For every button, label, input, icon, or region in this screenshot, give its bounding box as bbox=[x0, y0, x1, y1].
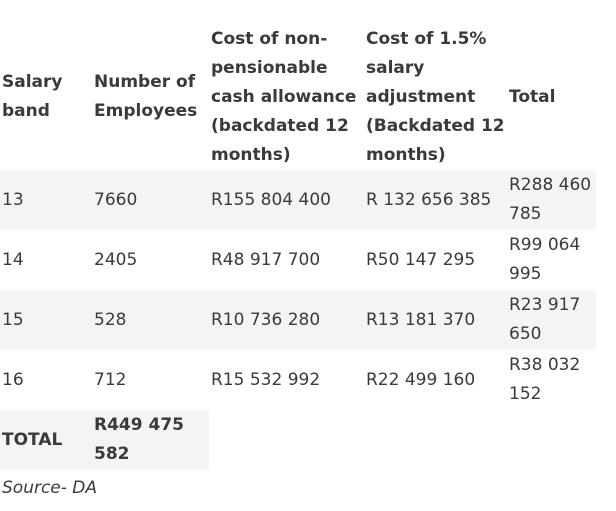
cell-salary-adjustment: R22 499 160 bbox=[366, 369, 476, 390]
source-note: Source- DA bbox=[2, 478, 98, 498]
table-row: 15 528 R10 736 280 R13 181 370 R23 917 6… bbox=[0, 290, 596, 350]
total-row: TOTAL R449 475 582 bbox=[0, 410, 596, 470]
cell-cash-allowance: R15 532 992 bbox=[211, 369, 321, 390]
header-row: Salary band Number of Employees Cost of … bbox=[0, 24, 596, 170]
table-row: 14 2405 R48 917 700 R50 147 295 R99 064 … bbox=[0, 230, 596, 290]
header-cash-allowance-cost: Cost of non-pensionable cash allowance (… bbox=[211, 28, 357, 165]
cell-total: R99 064 995 bbox=[509, 235, 581, 284]
header-salary-adjustment-cost: Cost of 1.5% salary adjustment (Backdate… bbox=[366, 28, 505, 165]
cell-employees: 7660 bbox=[92, 170, 209, 230]
salary-cost-table: Salary band Number of Employees Cost of … bbox=[0, 24, 596, 470]
cell-salary-band: 13 bbox=[0, 170, 92, 230]
cell-cash-allowance: R48 917 700 bbox=[211, 249, 321, 270]
cell-employees: 528 bbox=[92, 290, 209, 350]
total-value: R449 475 582 bbox=[92, 410, 209, 470]
header-salary-band: Salary band bbox=[2, 72, 63, 121]
cell-total: R23 917 650 bbox=[507, 290, 596, 350]
header-number-of-employees: Number of Employees bbox=[94, 72, 198, 121]
cell-employees: 712 bbox=[94, 369, 127, 390]
table-row: 13 7660 R155 804 400 R 132 656 385 R288 … bbox=[0, 170, 596, 230]
cell-salary-adjustment: R50 147 295 bbox=[366, 249, 476, 270]
empty-cell bbox=[364, 410, 507, 470]
cell-salary-band: 14 bbox=[2, 249, 24, 270]
cell-employees: 2405 bbox=[94, 249, 138, 270]
cell-total: R38 032 152 bbox=[509, 355, 581, 404]
total-label: TOTAL bbox=[0, 410, 92, 470]
header-total: Total bbox=[509, 86, 556, 107]
cell-cash-allowance: R155 804 400 bbox=[209, 170, 364, 230]
cell-salary-band: 16 bbox=[2, 369, 24, 390]
cell-salary-adjustment: R 132 656 385 bbox=[364, 170, 507, 230]
table-body: 13 7660 R155 804 400 R 132 656 385 R288 … bbox=[0, 170, 596, 470]
table-header: Salary band Number of Employees Cost of … bbox=[0, 24, 596, 170]
cell-total: R288 460 785 bbox=[507, 170, 596, 230]
cell-cash-allowance: R10 736 280 bbox=[209, 290, 364, 350]
cell-salary-band: 15 bbox=[0, 290, 92, 350]
table-row: 16 712 R15 532 992 R22 499 160 R38 032 1… bbox=[0, 350, 596, 410]
cell-salary-adjustment: R13 181 370 bbox=[364, 290, 507, 350]
empty-cell bbox=[507, 410, 596, 470]
empty-cell bbox=[209, 410, 364, 470]
